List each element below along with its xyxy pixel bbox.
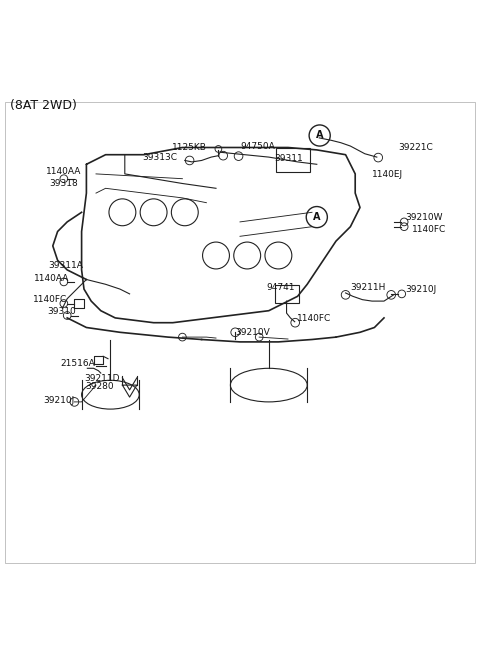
Text: 39211H: 39211H <box>350 282 386 291</box>
Text: 1140FC: 1140FC <box>297 314 331 323</box>
Text: 1140FC: 1140FC <box>412 225 446 234</box>
Text: 39310: 39310 <box>47 307 76 316</box>
Text: 1125KB: 1125KB <box>171 143 206 153</box>
Text: 1140AA: 1140AA <box>46 167 81 176</box>
Text: 39221C: 39221C <box>398 143 433 153</box>
Text: 1140AA: 1140AA <box>34 274 69 283</box>
Text: 39211D: 39211D <box>84 374 120 383</box>
Text: 21516A: 21516A <box>60 360 95 368</box>
Text: 39210W: 39210W <box>406 213 443 222</box>
Text: (8AT 2WD): (8AT 2WD) <box>10 100 76 113</box>
Text: 1140EJ: 1140EJ <box>372 170 403 179</box>
Text: 39210V: 39210V <box>235 328 270 337</box>
Text: 94741: 94741 <box>266 282 295 291</box>
Text: 39311: 39311 <box>275 154 303 163</box>
Text: 94750A: 94750A <box>240 142 275 151</box>
Text: A: A <box>313 212 321 222</box>
Text: 39280: 39280 <box>85 383 114 391</box>
Text: 39313C: 39313C <box>143 153 178 162</box>
Text: 39318: 39318 <box>49 179 78 188</box>
Text: 1140FC: 1140FC <box>33 295 67 305</box>
Text: 39311A: 39311A <box>48 261 83 270</box>
Text: A: A <box>316 130 324 141</box>
Text: 39210J: 39210J <box>406 285 437 294</box>
Text: 39210J: 39210J <box>43 396 74 405</box>
